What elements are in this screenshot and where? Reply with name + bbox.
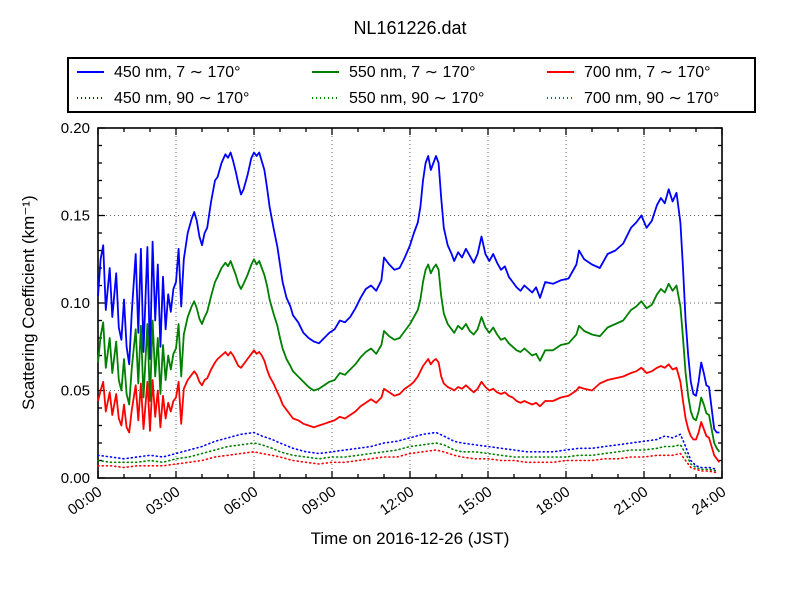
x-tick-label: 15:00 xyxy=(455,483,496,518)
legend-line-sample-icon xyxy=(312,71,339,73)
series-700-solid xyxy=(97,349,721,463)
x-tick-label: 21:00 xyxy=(611,483,652,518)
legend-label: 550 nm, 90 ∼ 170° xyxy=(349,90,485,107)
series-700-dotted xyxy=(97,449,718,474)
y-tick-label: 0.05 xyxy=(61,383,90,400)
x-tick-label: 03:00 xyxy=(143,483,184,518)
legend-label: 700 nm, 7 ∼ 170° xyxy=(584,64,711,81)
series-550-dotted xyxy=(97,442,718,472)
legend-entry-700-solid: 700 nm, 7 ∼ 170° xyxy=(547,60,754,84)
legend-entry-450-solid: 450 nm, 7 ∼ 170° xyxy=(77,60,312,84)
legend-line-sample-icon xyxy=(77,71,104,73)
legend-entry-700-dotted: 700 nm, 90 ∼ 170° xyxy=(547,86,754,110)
legend-line-sample-icon xyxy=(547,71,574,73)
legend-entry-550-dotted: 550 nm, 90 ∼ 170° xyxy=(312,86,547,110)
y-tick-label: 0.10 xyxy=(61,295,90,312)
y-tick-label: 0.20 xyxy=(61,120,90,137)
legend-dotted-line-sample-icon xyxy=(312,97,339,99)
x-tick-label: 18:00 xyxy=(533,483,574,518)
y-tick-label: 0.15 xyxy=(61,208,90,225)
legend-dotted-line-sample-icon xyxy=(547,97,574,99)
x-tick-label: 06:00 xyxy=(221,483,262,518)
x-tick-label: 24:00 xyxy=(689,483,730,518)
x-tick-label: 09:00 xyxy=(299,483,340,518)
page-title: NL161226.dat xyxy=(353,18,467,38)
x-tick-label: 00:00 xyxy=(65,483,106,518)
legend-label: 550 nm, 7 ∼ 170° xyxy=(349,64,476,81)
legend-dotted-line-sample-icon xyxy=(77,97,104,99)
x-axis-label: Time on 2016-12-26 (JST) xyxy=(310,529,510,548)
x-tick-label: 12:00 xyxy=(377,483,418,518)
series-450-dotted xyxy=(97,431,718,471)
y-tick-label: 0.00 xyxy=(61,470,90,487)
legend-label: 450 nm, 7 ∼ 170° xyxy=(114,64,241,81)
legend-label: 450 nm, 90 ∼ 170° xyxy=(114,90,250,107)
legend: 450 nm, 7 ∼ 170° 550 nm, 7 ∼ 170° 700 nm… xyxy=(67,57,756,113)
legend-entry-550-solid: 550 nm, 7 ∼ 170° xyxy=(312,60,547,84)
legend-entry-450-dotted: 450 nm, 90 ∼ 170° xyxy=(77,86,312,110)
y-axis-label: Scattering Coefficient (km⁻¹) xyxy=(19,195,38,411)
series-550-solid xyxy=(97,258,721,453)
legend-label: 700 nm, 90 ∼ 170° xyxy=(584,90,720,107)
plot-border xyxy=(97,127,723,479)
series-450-solid xyxy=(97,151,720,434)
